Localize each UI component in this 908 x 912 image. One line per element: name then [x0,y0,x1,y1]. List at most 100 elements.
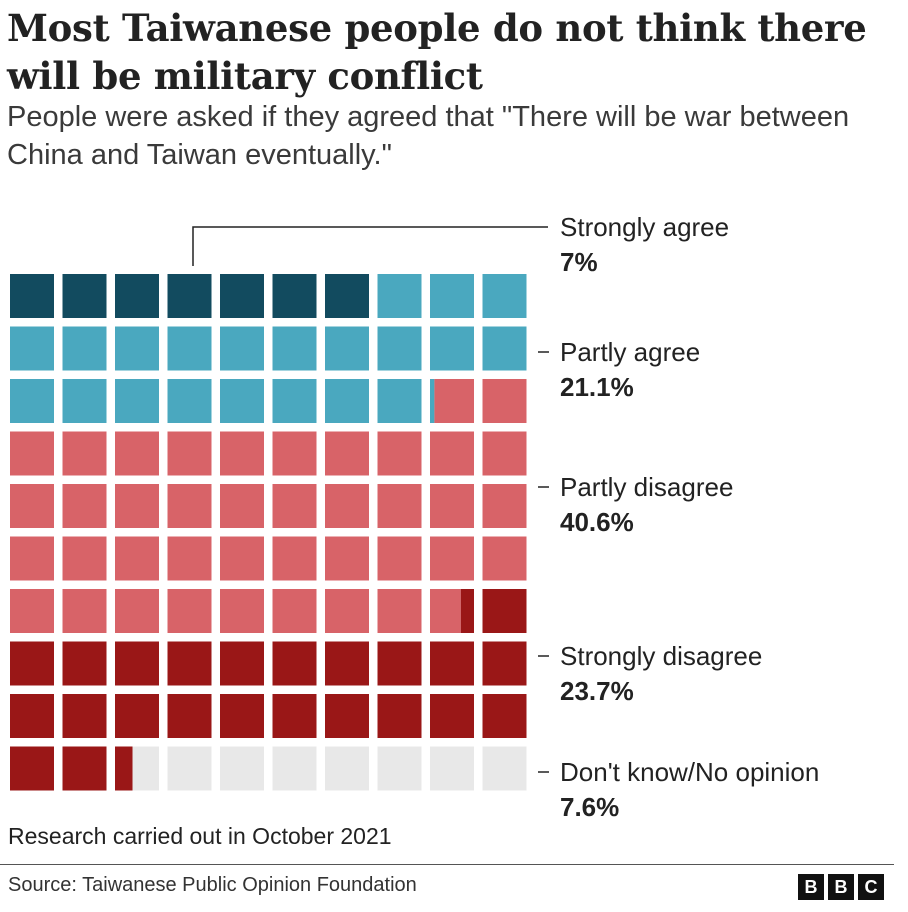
waffle-cell-partly-agree [430,274,474,318]
research-note: Research carried out in October 2021 [8,823,392,849]
waffle-cell-strongly-disagree [62,746,107,791]
source-text: Source: Taiwanese Public Opinion Foundat… [8,874,417,896]
waffle-cell-partly-disagree [167,484,212,528]
waffle-cell-strongly-disagree [482,694,527,738]
waffle-cell-strongly-agree [325,274,369,318]
waffle-cell-partly-agree [325,379,369,423]
waffle-cell-strongly-agree [62,274,107,318]
legend-label-partly-disagree: Partly disagree [560,472,734,502]
waffle-cell-don-t-know-no-opinion [167,746,212,791]
waffle-cell-partly-disagree [325,431,369,476]
bbc-logo: B B C [798,874,884,900]
waffle-cell-don-t-know-no-opinion [325,746,369,791]
legend-strongly-agree: Strongly agree 7% [560,211,729,278]
waffle-cell-strongly-disagree [220,641,264,686]
waffle-cell-strongly-disagree [220,694,264,738]
waffle-cell-strongly-disagree [115,641,159,686]
waffle-cell-partly-disagree [115,536,159,581]
footer-divider [0,864,894,865]
waffle-cell-strongly-disagree [10,641,54,686]
waffle-cell-partly-disagree [167,589,212,633]
waffle-cell-don-t-know-no-opinion [272,746,317,791]
waffle-cell-strongly-disagree [430,641,474,686]
waffle-cell-strongly-disagree [167,694,212,738]
legend-value-strongly-agree: 7% [560,247,598,277]
waffle-cell-partly-agree [62,326,107,371]
waffle-cell-partly-disagree [272,589,317,633]
waffle-cell-strongly-agree [220,274,264,318]
bbc-logo-letter-b1: B [798,874,824,900]
waffle-cell-strongly-disagree [325,641,369,686]
waffle-cell-partly-disagree [220,431,264,476]
waffle-cell-partly-disagree [377,431,422,476]
bbc-logo-letter-c: C [858,874,884,900]
waffle-cell-strongly-disagree [482,589,527,633]
bbc-logo-letter-b2: B [828,874,854,900]
waffle-cell-partly-agree [167,326,212,371]
waffle-cell-partly-agree [10,379,54,423]
waffle-cell-partly-disagree [325,589,369,633]
waffle-cell-partly-disagree [10,484,54,528]
waffle-cell-strongly-agree [272,274,317,318]
waffle-cell-partly-disagree [482,431,527,476]
waffle-cell-partly-agree [377,326,422,371]
waffle-cell-partly-agree [377,274,422,318]
chart-subtitle: People were asked if they agreed that "T… [7,101,850,171]
legend-label-dont-know: Don't know/No opinion [560,757,820,787]
waffle-cell-strongly-disagree [460,589,474,633]
legend-label-strongly-disagree: Strongly disagree [560,641,763,671]
waffle-cell-partly-disagree [430,589,461,633]
waffle-cell-strongly-disagree [272,694,317,738]
waffle-cell-partly-disagree [325,484,369,528]
waffle-cell-don-t-know-no-opinion [132,746,159,791]
waffle-cell-partly-agree [377,379,422,423]
waffle-cell-partly-agree [272,379,317,423]
leader-line-strongly-agree [192,226,548,266]
waffle-cell-strongly-disagree [62,694,107,738]
legend-label-strongly-agree: Strongly agree [560,212,730,242]
waffle-cell-partly-disagree [377,589,422,633]
waffle-cell-partly-agree [272,326,317,371]
waffle-cell-don-t-know-no-opinion [482,746,527,791]
waffle-cell-strongly-agree [115,274,159,318]
waffle-cell-strongly-disagree [430,694,474,738]
waffle-cell-partly-agree [482,274,527,318]
waffle-cell-partly-agree [167,379,212,423]
waffle-cell-partly-disagree [10,589,54,633]
waffle-cell-partly-disagree [482,484,527,528]
legend-value-partly-disagree: 40.6% [560,507,634,537]
waffle-cell-partly-disagree [325,536,369,581]
waffle-cell-partly-disagree [62,589,107,633]
waffle-cell-partly-agree [115,326,159,371]
waffle-cell-partly-disagree [272,484,317,528]
waffle-cell-partly-agree [220,379,264,423]
waffle-cell-strongly-disagree [482,641,527,686]
legend-partly-agree: Partly agree 21.1% [560,336,700,403]
waffle-cell-don-t-know-no-opinion [220,746,264,791]
waffle-cell-partly-disagree [10,431,54,476]
waffle-cell-partly-disagree [430,536,474,581]
legend-dont-know: Don't know/No opinion 7.6% [560,756,819,823]
waffle-cell-strongly-disagree [62,641,107,686]
waffle-cell-partly-disagree [482,536,527,581]
waffle-cell-strongly-disagree [10,694,54,738]
waffle-cell-don-t-know-no-opinion [377,746,422,791]
waffle-cell-partly-agree [10,326,54,371]
waffle-cell-partly-disagree [272,431,317,476]
waffle-cell-strongly-disagree [10,746,54,791]
waffle-cell-strongly-disagree [167,641,212,686]
waffle-cell-partly-disagree [430,431,474,476]
waffle-cell-partly-agree [430,326,474,371]
waffle-cell-partly-disagree [167,431,212,476]
waffle-cell-strongly-disagree [325,694,369,738]
waffle-cell-partly-agree [62,379,107,423]
waffle-cell-partly-disagree [115,431,159,476]
waffle-cell-partly-disagree [62,484,107,528]
waffle-cell-partly-disagree [272,536,317,581]
waffle-cell-partly-disagree [482,379,527,423]
waffle-cell-strongly-disagree [115,694,159,738]
waffle-cell-partly-agree [482,326,527,371]
legend-value-dont-know: 7.6% [560,792,620,822]
legend-label-partly-agree: Partly agree [560,337,701,367]
